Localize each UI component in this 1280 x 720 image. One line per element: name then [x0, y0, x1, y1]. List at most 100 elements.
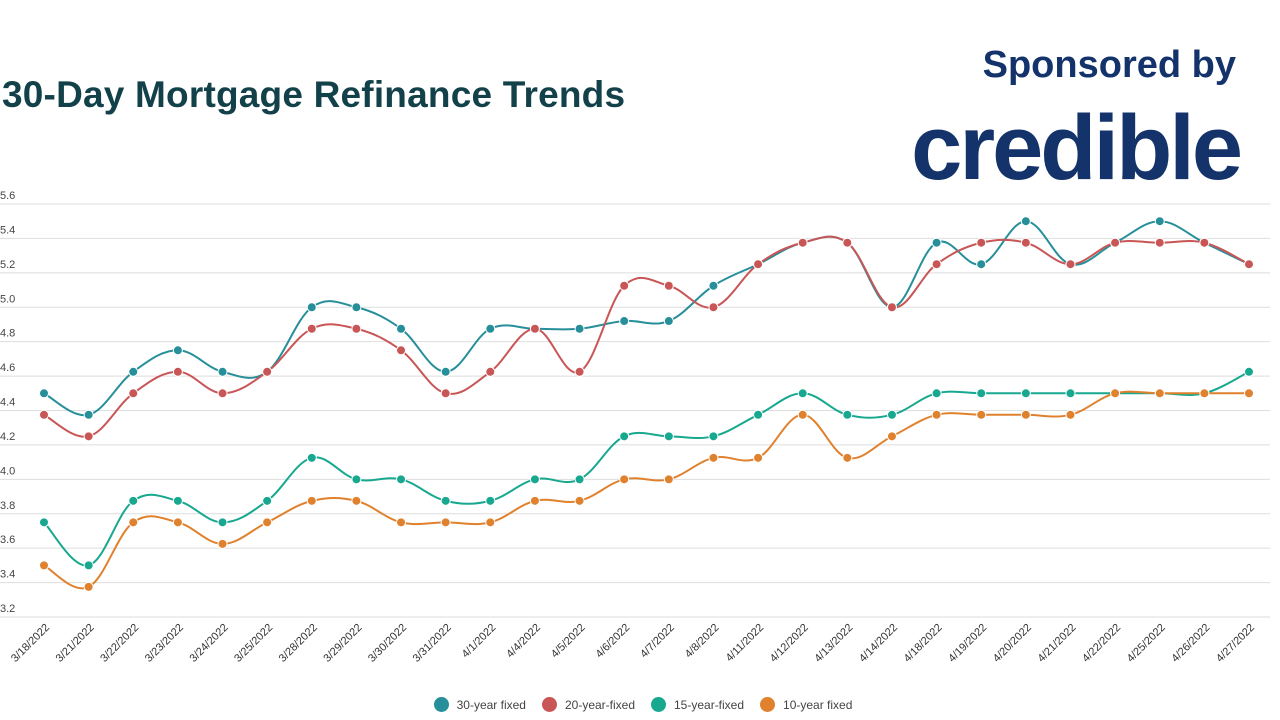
x-tick-label: 3/22/2022: [98, 622, 141, 665]
x-tick-label: 4/20/2022: [991, 622, 1034, 665]
chart-title: 30-Day Mortgage Refinance Trends: [2, 74, 626, 115]
data-point-1: [886, 302, 897, 313]
data-point-1: [663, 280, 674, 291]
series-line-1: [43, 235, 1250, 438]
y-tick-label: 5.0: [0, 293, 15, 305]
x-tick-label: 3/25/2022: [232, 622, 275, 665]
x-tick-label: 3/28/2022: [277, 622, 320, 665]
data-point-2: [351, 474, 362, 485]
data-point-2: [306, 452, 317, 463]
x-tick-label: 3/23/2022: [143, 622, 186, 665]
data-point-0: [396, 323, 407, 334]
x-tick-label: 4/13/2022: [812, 622, 855, 665]
x-tick-label: 4/4/2022: [504, 622, 543, 661]
data-point-0: [39, 388, 49, 399]
x-tick-label: 3/31/2022: [411, 622, 454, 665]
data-point-1: [753, 259, 764, 270]
data-point-2: [128, 495, 139, 506]
y-tick-label: 4.0: [0, 465, 15, 477]
data-point-3: [1244, 388, 1254, 399]
data-point-3: [753, 452, 764, 463]
data-point-0: [619, 316, 630, 327]
data-point-0: [976, 259, 987, 270]
x-tick-label: 4/6/2022: [594, 622, 633, 661]
x-tick-label: 4/14/2022: [857, 622, 900, 665]
data-point-1: [931, 259, 942, 270]
data-point-3: [396, 517, 407, 528]
data-point-1: [1154, 237, 1165, 248]
data-point-1: [842, 237, 853, 248]
legend-label: 20-year-fixed: [564, 697, 635, 712]
x-tick-label: 3/24/2022: [188, 622, 231, 665]
x-tick-label: 4/25/2022: [1125, 622, 1168, 665]
data-point-1: [797, 237, 808, 248]
y-tick-label: 3.8: [0, 500, 15, 512]
data-point-3: [1199, 388, 1210, 399]
data-point-3: [886, 431, 897, 442]
data-point-2: [886, 409, 897, 420]
data-point-0: [217, 366, 228, 377]
legend-label: 30-year fixed: [456, 697, 526, 712]
data-point-3: [976, 409, 987, 420]
data-point-1: [1199, 237, 1210, 248]
x-tick-label: 4/18/2022: [902, 622, 945, 665]
legend: 30-year fixed 20-year-fixed 15-year-fixed 1…: [0, 697, 1280, 712]
data-point-3: [128, 517, 139, 528]
x-tick-label: 4/11/2022: [724, 622, 767, 665]
x-tick-label: 4/22/2022: [1080, 622, 1123, 665]
data-point-1: [1065, 259, 1076, 270]
x-tick-label: 4/8/2022: [683, 622, 722, 661]
legend-dot-icon: [541, 697, 557, 712]
data-point-1: [396, 345, 407, 356]
data-point-3: [83, 581, 94, 592]
data-point-0: [931, 237, 942, 248]
x-tick-label: 4/21/2022: [1036, 622, 1079, 665]
series-line-0: [43, 220, 1250, 417]
x-tick-label: 4/7/2022: [638, 622, 677, 661]
legend-item[interactable]: 20-year-fixed: [541, 697, 635, 712]
x-tick-label: 4/27/2022: [1214, 622, 1257, 665]
data-point-1: [83, 431, 94, 442]
series-line-2: [43, 370, 1250, 567]
data-point-1: [1020, 237, 1031, 248]
data-point-2: [976, 388, 987, 399]
data-point-3: [440, 517, 451, 528]
data-point-3: [351, 495, 362, 506]
data-point-2: [708, 431, 719, 442]
legend-label: 10-year fixed: [783, 697, 853, 712]
x-tick-label: 4/5/2022: [549, 622, 588, 661]
x-tick-label: 4/19/2022: [946, 622, 989, 665]
y-tick-label: 5.6: [0, 190, 15, 202]
data-point-2: [440, 495, 451, 506]
data-point-3: [1154, 388, 1165, 399]
data-point-1: [485, 366, 496, 377]
x-tick-label: 3/29/2022: [321, 622, 364, 665]
data-point-1: [529, 323, 540, 334]
data-point-2: [217, 517, 228, 528]
data-point-3: [842, 452, 853, 463]
legend-item[interactable]: 15-year-fixed: [651, 697, 744, 712]
data-point-0: [172, 345, 183, 356]
data-point-3: [529, 495, 540, 506]
data-point-0: [663, 316, 674, 327]
y-tick-label: 3.2: [0, 603, 15, 615]
data-point-2: [1020, 388, 1031, 399]
data-point-3: [39, 560, 49, 571]
legend-item[interactable]: 10-year fixed: [760, 697, 852, 712]
legend-item[interactable]: 30-year fixed: [433, 697, 526, 712]
data-point-2: [931, 388, 942, 399]
data-point-3: [574, 495, 585, 506]
data-point-1: [172, 366, 183, 377]
data-point-2: [83, 560, 94, 571]
data-point-0: [708, 280, 719, 291]
data-point-3: [306, 495, 317, 506]
data-point-2: [753, 409, 764, 420]
data-point-2: [396, 474, 407, 485]
data-point-3: [1020, 409, 1031, 420]
data-point-2: [529, 474, 540, 485]
data-point-0: [128, 366, 139, 377]
y-tick-label: 3.4: [0, 569, 15, 581]
data-point-3: [262, 517, 273, 528]
legend-dot-icon: [433, 697, 449, 712]
data-point-1: [708, 302, 719, 313]
